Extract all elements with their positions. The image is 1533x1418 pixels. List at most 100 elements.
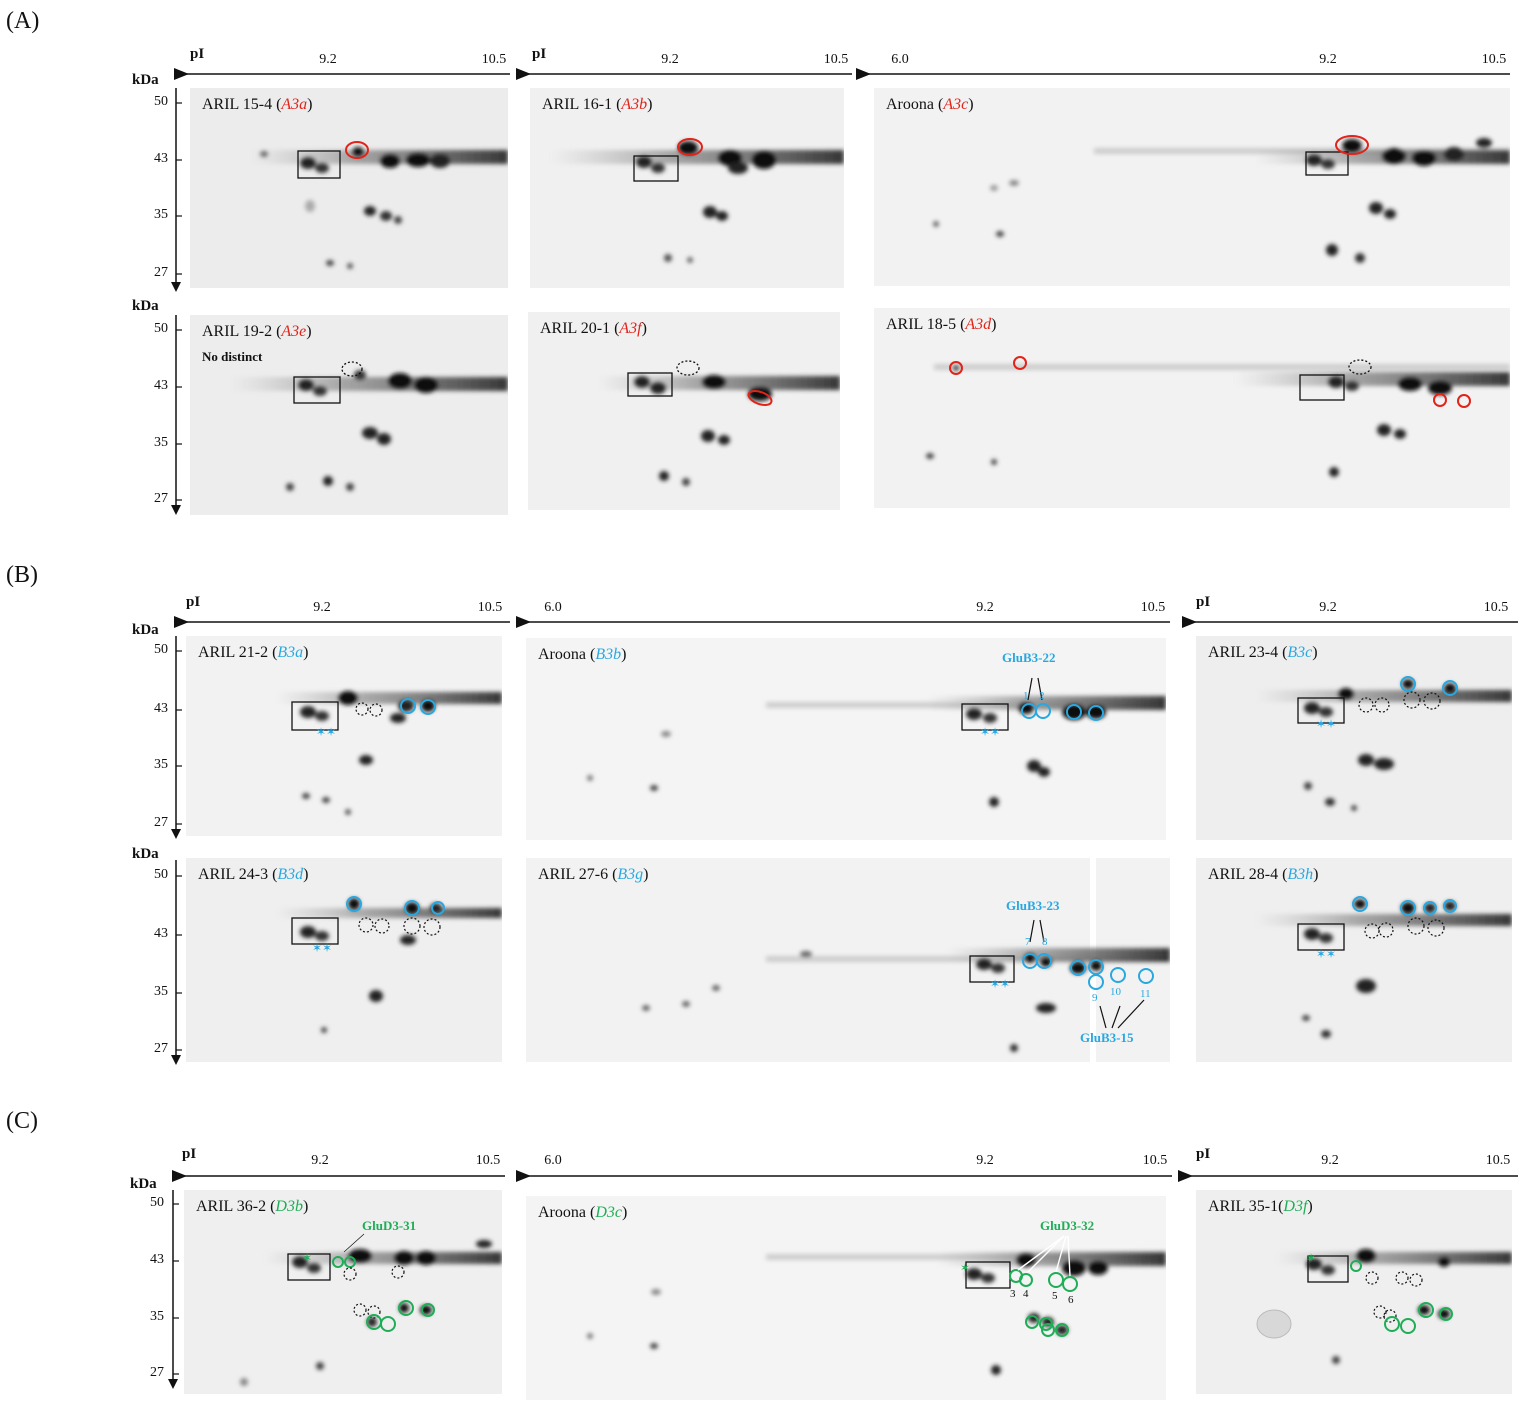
gel-title-b3b: Aroona (B3b) — [538, 646, 627, 663]
spot-number-10: 10 — [1110, 986, 1121, 998]
pi-label-b1: pI — [186, 594, 201, 610]
gel-panel-d3f: ✶ ARIL 35-1(D3f) — [1196, 1190, 1512, 1394]
gel-title-d3f: ARIL 35-1(D3f) — [1208, 1198, 1313, 1215]
gel-title-a3d: ARIL 18-5 (A3d) — [886, 316, 997, 333]
tick-b3-105: 10.5 — [1483, 600, 1509, 615]
pi-label-b3: pI — [1196, 594, 1211, 610]
svg-text:✶: ✶ — [1306, 1251, 1316, 1265]
tick-a1-92: 9.2 — [319, 52, 337, 67]
tick-a2-92: 9.2 — [661, 52, 679, 67]
gel-title-a3e: ARIL 19-2 (A3e) — [202, 323, 312, 340]
tick-b1-92: 9.2 — [313, 600, 331, 615]
gel-title-a3f: ARIL 20-1 (A3f) — [540, 320, 647, 337]
gel-title-b3a: ARIL 21-2 (B3a) — [198, 644, 309, 661]
svg-text:✶✶: ✶✶ — [1316, 717, 1336, 731]
svg-text:✶✶: ✶✶ — [1316, 947, 1336, 961]
spot-number-7: 7 — [1025, 936, 1031, 948]
ytick-b2-35: 35 — [154, 984, 168, 999]
tick-a1-105: 10.5 — [481, 52, 507, 67]
pi-label-a1: pI — [190, 46, 205, 62]
ytick-b1-27: 27 — [154, 815, 168, 830]
gel-panel-b3h: ✶✶ ARIL 28-4 (B3h) — [1196, 858, 1512, 1062]
ytick-a1-35: 35 — [154, 207, 168, 222]
ytick-b2-50: 50 — [154, 867, 168, 882]
ytick-c-35: 35 — [150, 1309, 164, 1324]
tick-a3-92: 9.2 — [1319, 52, 1337, 67]
svg-text:✶: ✶ — [302, 1251, 312, 1265]
tick-c3-105: 10.5 — [1485, 1153, 1511, 1168]
spot-number-1: 1 — [1023, 690, 1029, 702]
gel-title-a3a: ARIL 15-4 (A3a) — [202, 96, 313, 113]
gel-panel-d3c: ✶ Aroona (D3c) GluD3-32 3 4 5 6 — [526, 1196, 1166, 1400]
ytick-a2-50: 50 — [154, 321, 168, 336]
annotation-glud3-32: GluD3-32 — [1040, 1218, 1095, 1233]
gel-panel-b3a: ✶✶ ARIL 21-2 (B3a) — [186, 636, 502, 836]
tick-b3-92: 9.2 — [1319, 600, 1337, 615]
annotation-glub3-22: GluB3-22 — [1002, 650, 1056, 665]
gel-panel-a3d: ARIL 18-5 (A3d) — [874, 308, 1510, 508]
svg-text:✶✶: ✶✶ — [980, 725, 1000, 739]
svg-text:✶✶: ✶✶ — [316, 725, 336, 739]
svg-text:✶: ✶ — [960, 1261, 970, 1275]
spot-number-11: 11 — [1140, 988, 1151, 1000]
tick-a2-105: 10.5 — [823, 52, 849, 67]
ytick-a1-43: 43 — [154, 151, 168, 166]
section-label-b: (B) — [6, 562, 38, 588]
gel-panel-a3f: ARIL 20-1 (A3f) — [528, 312, 840, 510]
kda-label-a2: kDa — [132, 298, 159, 314]
ytick-a1-50: 50 — [154, 94, 168, 109]
spot-number-9: 9 — [1092, 992, 1098, 1004]
ytick-a2-35: 35 — [154, 435, 168, 450]
spot-number-4: 4 — [1023, 1288, 1029, 1300]
ytick-a2-27: 27 — [154, 491, 168, 506]
annotation-glud3-31: GluD3-31 — [362, 1218, 417, 1233]
kda-label-b1: kDa — [132, 622, 159, 638]
spot-number-5: 5 — [1052, 1290, 1058, 1302]
spot-number-2: 2 — [1039, 690, 1045, 702]
gel-panel-b3g: ✶✶ ARIL 27-6 (B3g) GluB3-23 GluB3-15 7 8… — [526, 858, 1170, 1062]
ytick-b2-43: 43 — [154, 926, 168, 941]
kda-label-b2: kDa — [132, 846, 159, 862]
spot-number-8: 8 — [1042, 936, 1048, 948]
tick-c1-92: 9.2 — [311, 1153, 329, 1168]
pi-label-c3: pI — [1196, 1146, 1211, 1162]
kda-label-c: kDa — [130, 1176, 157, 1192]
gel-title-d3c: Aroona (D3c) — [538, 1204, 628, 1221]
gel-panel-b3c: ✶✶ ARIL 23-4 (B3c) — [1196, 636, 1512, 840]
gel-title-a3b: ARIL 16-1 (A3b) — [542, 96, 653, 113]
ytick-b1-50: 50 — [154, 642, 168, 657]
gel-title-a3c: Aroona (A3c) — [886, 96, 974, 113]
tick-c1-105: 10.5 — [475, 1153, 501, 1168]
ytick-b1-35: 35 — [154, 757, 168, 772]
ytick-a1-27: 27 — [154, 265, 168, 280]
tick-b2-105: 10.5 — [1140, 600, 1166, 615]
note-no-distinct: No distinct — [202, 349, 263, 364]
svg-text:✶✶: ✶✶ — [312, 941, 332, 955]
gel-title-b3c: ARIL 23-4 (B3c) — [1208, 644, 1318, 661]
gel-panel-a3b: ARIL 16-1 (A3b) — [530, 88, 844, 288]
ytick-b2-27: 27 — [154, 1041, 168, 1056]
annotation-glub3-23: GluB3-23 — [1006, 898, 1060, 913]
tick-b1-105: 10.5 — [477, 600, 503, 615]
spot-number-3: 3 — [1010, 1288, 1016, 1300]
tick-c2-60: 6.0 — [544, 1153, 562, 1168]
spot-number-6: 6 — [1068, 1294, 1074, 1306]
tick-c2-105: 10.5 — [1142, 1153, 1168, 1168]
gel-title-b3h: ARIL 28-4 (B3h) — [1208, 866, 1319, 883]
gel-title-b3d: ARIL 24-3 (B3d) — [198, 866, 309, 883]
ytick-c-27: 27 — [150, 1365, 164, 1380]
gel-panel-b3b: ✶✶ Aroona (B3b) GluB3-22 1 2 — [526, 638, 1166, 840]
annotation-glub3-15: GluB3-15 — [1080, 1030, 1134, 1045]
ytick-c-43: 43 — [150, 1252, 164, 1267]
tick-c2-92: 9.2 — [976, 1153, 994, 1168]
gel-panel-d3b: ✶ ARIL 36-2 (D3b) GluD3-31 — [184, 1190, 502, 1394]
ytick-b1-43: 43 — [154, 701, 168, 716]
section-label-a: (A) — [6, 8, 40, 34]
gel-title-d3b: ARIL 36-2 (D3b) — [196, 1198, 309, 1215]
pi-label-a2: pI — [532, 46, 547, 62]
gel-panel-a3a: ARIL 15-4 (A3a) — [190, 88, 508, 288]
tick-c3-92: 9.2 — [1321, 1153, 1339, 1168]
ytick-a2-43: 43 — [154, 378, 168, 393]
ytick-c-50: 50 — [150, 1195, 164, 1210]
svg-text:✶✶: ✶✶ — [990, 977, 1010, 991]
